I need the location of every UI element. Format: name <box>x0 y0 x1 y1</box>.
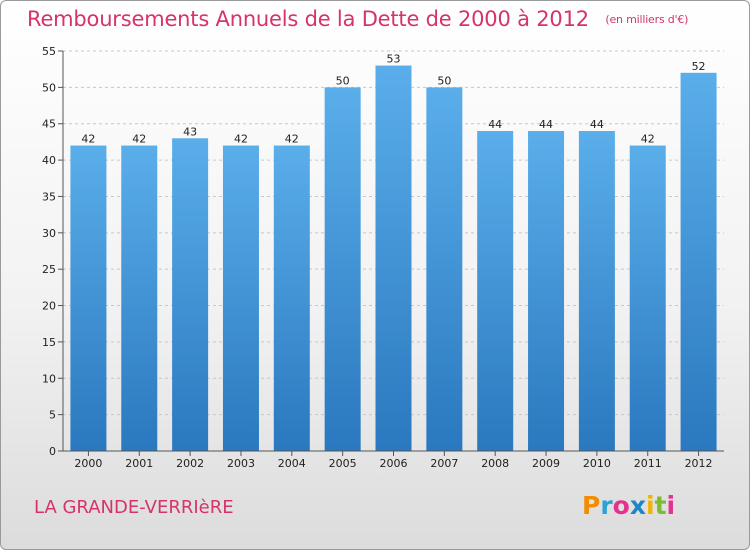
bar-value-label: 50 <box>336 74 350 87</box>
bar-value-label: 44 <box>590 118 604 131</box>
bar-value-label: 52 <box>692 60 706 73</box>
y-tick-label: 50 <box>42 81 56 94</box>
y-tick-label: 40 <box>42 154 56 167</box>
y-tick-label: 10 <box>42 372 56 385</box>
x-tick-label: 2003 <box>227 457 255 470</box>
bar-value-label: 42 <box>285 133 299 146</box>
bar-value-label: 42 <box>641 133 655 146</box>
x-tick-label: 2010 <box>583 457 611 470</box>
logo-letter: r <box>600 491 612 520</box>
x-tick-label: 2001 <box>125 457 153 470</box>
logo-letter: i <box>667 491 676 520</box>
y-tick-label: 45 <box>42 118 56 131</box>
bar-value-label: 50 <box>437 74 451 87</box>
bar <box>630 146 666 451</box>
x-tick-label: 2006 <box>380 457 408 470</box>
x-tick-label: 2009 <box>532 457 560 470</box>
bar <box>172 138 208 451</box>
y-tick-label: 55 <box>42 45 56 58</box>
y-tick-label: 35 <box>42 190 56 203</box>
bar <box>477 131 513 451</box>
bar-value-label: 42 <box>81 133 95 146</box>
bar-value-label: 53 <box>387 53 401 66</box>
x-tick-label: 2008 <box>481 457 509 470</box>
bar <box>528 131 564 451</box>
x-tick-label: 2000 <box>74 457 102 470</box>
bar <box>70 146 106 451</box>
y-tick-label: 15 <box>42 336 56 349</box>
bar <box>121 146 157 451</box>
bar-value-label: 42 <box>132 133 146 146</box>
logo-letter: t <box>655 491 667 520</box>
x-tick-label: 2007 <box>430 457 458 470</box>
bar-value-label: 44 <box>539 118 553 131</box>
logo-letter: P <box>582 491 600 520</box>
bar <box>426 87 462 451</box>
x-tick-label: 2002 <box>176 457 204 470</box>
y-tick-label: 25 <box>42 263 56 276</box>
bar-chart: 0 5 10 15 20 25 30 35 40 45 50 55 42 2000 42 2001 43 2002… <box>1 1 750 550</box>
bar <box>681 73 717 451</box>
y-tick-label: 5 <box>49 409 56 422</box>
proxiti-logo: Proxiti <box>582 491 675 520</box>
commune-name: LA GRANDE-VERRIèRE <box>34 497 234 518</box>
bar <box>579 131 615 451</box>
x-tick-label: 2005 <box>329 457 357 470</box>
bar <box>376 66 412 451</box>
bar-value-label: 43 <box>183 125 197 138</box>
logo-letter: x <box>630 491 646 520</box>
bar <box>325 87 361 451</box>
x-tick-label: 2011 <box>634 457 662 470</box>
bar <box>274 146 310 451</box>
x-tick-label: 2012 <box>685 457 713 470</box>
chart-frame: Remboursements Annuels de la Dette de 20… <box>0 0 750 550</box>
bar <box>223 146 259 451</box>
x-tick-label: 2004 <box>278 457 306 470</box>
logo-letter: o <box>613 491 630 520</box>
y-tick-label: 0 <box>49 445 56 458</box>
y-tick-label: 20 <box>42 300 56 313</box>
bar-value-label: 42 <box>234 133 248 146</box>
y-tick-label: 30 <box>42 227 56 240</box>
logo-letter: i <box>646 491 655 520</box>
bar-value-label: 44 <box>488 118 502 131</box>
